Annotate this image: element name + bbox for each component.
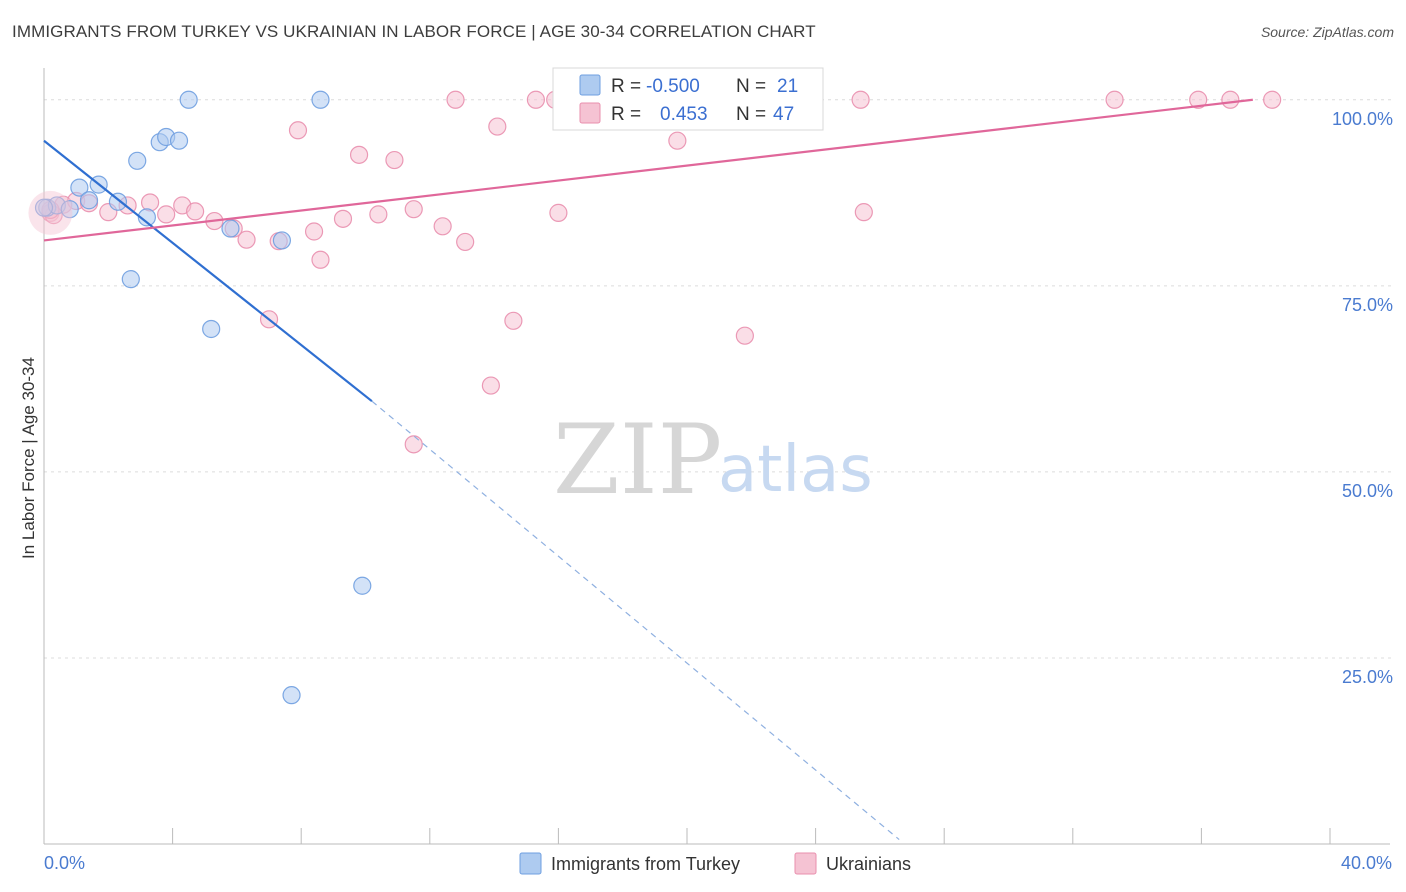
stats-legend: R = -0.500 N = 21 R = 0.453 N = 47 xyxy=(552,67,824,131)
point-turkey xyxy=(282,686,301,705)
point-ukrainians xyxy=(349,145,369,164)
point-turkey xyxy=(272,231,292,250)
x-ticks xyxy=(43,828,1331,844)
point-turkey xyxy=(108,192,128,211)
point-ukrainians xyxy=(304,222,324,241)
point-turkey xyxy=(60,200,79,219)
point-cluster-ukrainians xyxy=(28,190,73,235)
point-ukrainians xyxy=(288,121,308,140)
point-turkey xyxy=(179,90,198,109)
y-tick-label: 75.0% xyxy=(1342,295,1393,315)
point-ukrainians xyxy=(404,435,423,454)
legend-r-label-turkey: R = xyxy=(611,76,641,97)
point-ukrainians xyxy=(140,193,160,212)
point-ukrainians xyxy=(488,117,507,136)
gridlines xyxy=(44,99,1392,659)
point-ukrainians xyxy=(311,250,330,269)
trend-line-ukrainians xyxy=(43,98,1253,242)
legend-n-label-turkey: N = xyxy=(736,76,766,97)
chart-source: Source: ZipAtlas.com xyxy=(1260,24,1394,40)
legend-r-label-ukrainians: R = xyxy=(611,104,641,125)
legend-swatch-turkey xyxy=(579,74,601,96)
chart-title: IMMIGRANTS FROM TURKEY VS UKRAINIAN IN L… xyxy=(12,22,816,41)
y-axis-label: In Labor Force | Age 30-34 xyxy=(19,357,38,559)
point-ukrainians xyxy=(237,230,256,249)
y-tick-label: 50.0% xyxy=(1342,481,1393,501)
point-ukrainians xyxy=(1221,90,1240,109)
point-ukrainians xyxy=(1189,90,1208,109)
point-turkey xyxy=(34,198,54,217)
point-ukrainians xyxy=(481,376,500,395)
point-ukrainians xyxy=(504,311,523,330)
trend-line-turkey-extrapolated xyxy=(371,400,900,840)
y-tick-label: 25.0% xyxy=(1342,667,1393,687)
point-ukrainians xyxy=(157,205,176,224)
point-turkey xyxy=(353,576,372,595)
point-ukrainians xyxy=(854,203,873,222)
data-points xyxy=(28,90,1282,705)
point-ukrainians xyxy=(456,232,475,252)
legend-n-value-ukrainians: 47 xyxy=(773,104,794,125)
x-tick-label-max: 40.0% xyxy=(1341,853,1392,873)
series-legend-swatch-turkey xyxy=(519,852,542,875)
legend-swatch-ukrainians xyxy=(579,102,601,124)
point-turkey xyxy=(137,208,156,227)
series-legend-label-turkey: Immigrants from Turkey xyxy=(551,854,740,874)
y-tick-label: 100.0% xyxy=(1332,109,1393,129)
point-turkey xyxy=(121,270,140,289)
trend-lines xyxy=(43,98,1253,840)
point-ukrainians xyxy=(735,326,754,345)
x-tick-label-min: 0.0% xyxy=(44,853,85,873)
point-turkey xyxy=(169,131,189,150)
point-ukrainians xyxy=(549,203,568,222)
point-ukrainians xyxy=(1105,90,1124,109)
point-turkey xyxy=(221,219,240,238)
legend-n-label-ukrainians: N = xyxy=(736,104,766,125)
point-ukrainians xyxy=(385,150,404,170)
point-ukrainians xyxy=(446,90,465,109)
trend-line-turkey xyxy=(43,139,373,403)
series-legend: Immigrants from Turkey Ukrainians xyxy=(519,852,911,875)
series-legend-label-ukrainians: Ukrainians xyxy=(826,854,911,874)
point-ukrainians xyxy=(433,217,452,236)
point-turkey xyxy=(70,178,89,197)
legend-r-value-turkey: -0.500 xyxy=(646,76,700,97)
watermark-zip: ZIP xyxy=(553,404,722,516)
point-turkey xyxy=(202,319,221,339)
point-ukrainians xyxy=(186,202,205,221)
point-ukrainians xyxy=(369,205,388,224)
point-ukrainians xyxy=(333,209,353,228)
legend-n-value-turkey: 21 xyxy=(777,76,798,97)
point-ukrainians xyxy=(668,131,687,150)
watermark: ZIP atlas xyxy=(553,404,873,516)
watermark-atlas: atlas xyxy=(718,433,873,507)
point-ukrainians xyxy=(1263,90,1282,109)
y-tick-labels: 100.0% 75.0% 50.0% 25.0% xyxy=(1332,109,1393,687)
legend-r-value-ukrainians: 0.453 xyxy=(660,104,708,125)
point-ukrainians xyxy=(404,200,423,219)
axes xyxy=(43,68,1390,845)
point-ukrainians xyxy=(526,90,545,109)
point-ukrainians xyxy=(851,90,870,109)
point-turkey xyxy=(311,90,330,109)
point-turkey xyxy=(128,151,147,170)
point-turkey xyxy=(79,191,99,210)
series-legend-swatch-ukrainians xyxy=(794,852,817,875)
